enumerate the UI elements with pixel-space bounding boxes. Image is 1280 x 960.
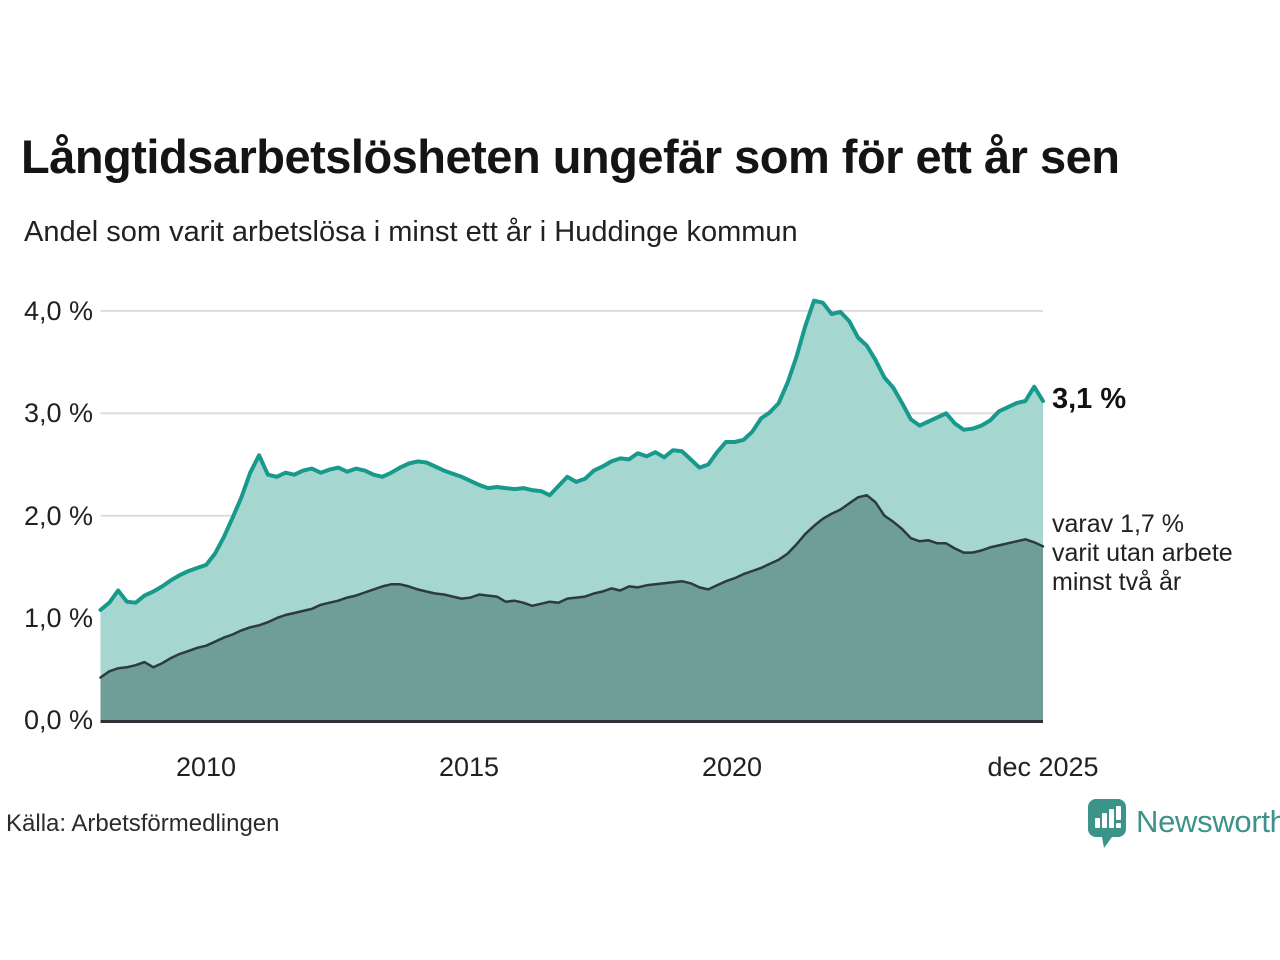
newsworthy-logo-icon <box>1088 799 1126 848</box>
logo-bar-large <box>1109 809 1114 828</box>
logo-exclamation-dot <box>1116 823 1121 828</box>
line-series-total <box>98 298 1045 612</box>
logo-exclamation-stem <box>1116 806 1121 820</box>
x-tick-label: dec 2025 <box>987 752 1099 782</box>
y-tick-label: 0,0 % <box>23 705 93 735</box>
annotation-line: varav 1,7 % <box>1052 510 1185 538</box>
newsworthy-logo-text: Newsworthy <box>1136 804 1280 839</box>
x-tick-label: 2015 <box>438 752 500 782</box>
x-tick-label: 2020 <box>701 752 763 782</box>
line-series-two-years <box>99 493 1045 679</box>
y-tick-label: 1,0 % <box>23 603 93 633</box>
annotation-line: minst två år <box>1052 568 1182 596</box>
y-tick-label: 2,0 % <box>23 501 93 531</box>
page-title: Långtidsarbetslösheten ungefär som för e… <box>21 130 1120 183</box>
annotation-line: varit utan arbete <box>1052 539 1233 567</box>
x-tick-label: 2010 <box>175 752 237 782</box>
newsworthy-logo: Newsworthy <box>1086 797 1280 853</box>
source-credit: Källa: Arbetsförmedlingen <box>6 810 280 837</box>
area-series-two-years <box>100 495 1043 721</box>
chart-subtitle: Andel som varit arbetslösa i minst ett å… <box>24 216 798 248</box>
y-tick-label: 3,0 % <box>23 398 93 428</box>
logo-bar-small <box>1095 818 1100 828</box>
logo-bar-medium <box>1102 813 1107 828</box>
series-annotation: varav 1,7 % varit utan arbete minst två … <box>1052 510 1233 597</box>
series-end-value-label: 3,1 % <box>1052 383 1127 415</box>
y-tick-label: 4,0 % <box>23 296 93 326</box>
